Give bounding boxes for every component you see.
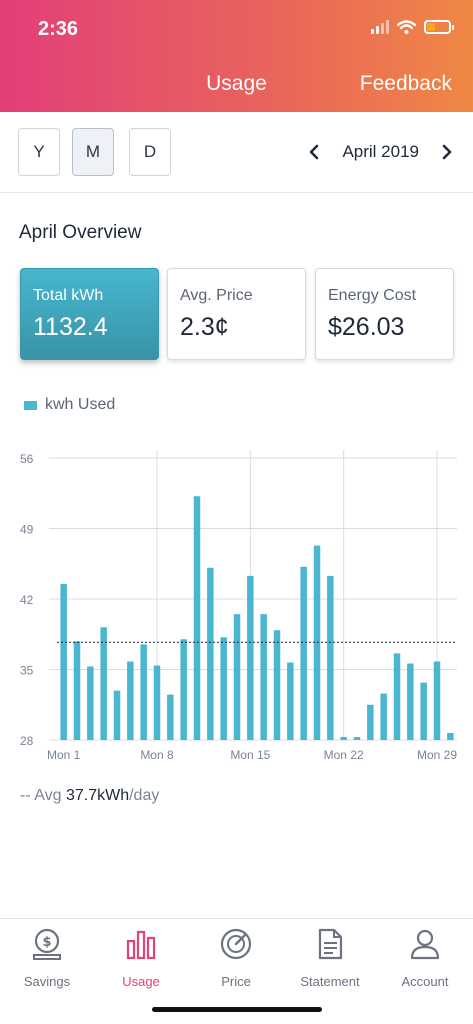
- bar: [313, 545, 321, 740]
- tab-bar: $ Savings Usage Price Statement: [0, 918, 473, 1024]
- avg-value: 37.7kWh: [65, 787, 130, 804]
- bar: [233, 614, 241, 740]
- y-tick-label: 56: [20, 452, 34, 466]
- avg-price-card[interactable]: Avg. Price 2.3¢: [167, 268, 306, 360]
- bar: [153, 665, 161, 740]
- usage-bar-chart: 28 35 42 49 56 Mon 1 Mon 8 Mon 15 Mon 22 Mon 29: [20, 450, 457, 762]
- legend-label: kwh Used: [45, 396, 116, 413]
- x-tick-label: Mon 15: [230, 748, 270, 762]
- tab-statement[interactable]: Statement: [285, 927, 375, 989]
- signal-icon: [371, 20, 389, 34]
- avg-prefix: -- Avg: [20, 787, 62, 804]
- period-year-button[interactable]: Y: [18, 128, 60, 176]
- bar: [393, 653, 401, 740]
- total-kwh-card[interactable]: Total kWh 1132.4: [20, 268, 159, 360]
- bar: [420, 682, 427, 740]
- bar: [340, 736, 347, 740]
- page-title: Usage: [206, 72, 267, 95]
- tab-label: Statement: [300, 974, 360, 989]
- month-label: April 2019: [342, 142, 419, 161]
- bar: [260, 614, 267, 740]
- period-month-button[interactable]: M: [72, 128, 114, 176]
- svg-text:$: $: [42, 935, 51, 950]
- average-summary: -- Avg 37.7kWh/day: [20, 787, 159, 805]
- statement-icon: [318, 928, 343, 960]
- bar: [367, 704, 374, 740]
- legend-swatch: [24, 400, 37, 410]
- tab-usage[interactable]: Usage: [96, 927, 186, 989]
- chart-legend: kwh Used: [24, 396, 115, 414]
- bar: [273, 630, 281, 740]
- card-label: Total kWh: [33, 287, 104, 304]
- card-value: $26.03: [328, 313, 405, 341]
- app-header: 2:36 Usage Feedback: [0, 0, 473, 112]
- x-tick-label: Mon 1: [47, 748, 81, 762]
- bar: [193, 496, 201, 740]
- status-icons: [371, 20, 454, 34]
- period-day-button[interactable]: D: [129, 128, 171, 176]
- bar: [380, 693, 387, 740]
- bar: [300, 566, 307, 740]
- chevron-right-icon[interactable]: [441, 140, 453, 164]
- overview-title: April Overview: [19, 222, 142, 243]
- bar: [207, 567, 214, 740]
- y-tick-label: 49: [20, 523, 34, 537]
- bar: [433, 661, 441, 740]
- bar: [60, 583, 67, 740]
- tab-label: Usage: [122, 974, 160, 989]
- tab-label: Account: [401, 974, 449, 989]
- bar: [180, 639, 187, 740]
- status-time: 2:36: [38, 18, 79, 40]
- y-tick-label: 35: [20, 664, 34, 678]
- bar: [327, 575, 334, 740]
- card-value: 2.3¢: [180, 313, 229, 341]
- chevron-left-icon[interactable]: [308, 140, 320, 164]
- tab-label: Price: [221, 974, 251, 989]
- bar: [447, 732, 454, 740]
- feedback-button[interactable]: Feedback: [359, 72, 452, 95]
- bar: [140, 644, 147, 740]
- price-icon: [220, 928, 252, 960]
- x-tick-label: Mon 8: [140, 748, 174, 762]
- bar: [353, 736, 361, 740]
- wifi-icon: [397, 20, 416, 34]
- energy-cost-card[interactable]: Energy Cost $26.03: [315, 268, 454, 360]
- bar: [73, 641, 81, 740]
- card-label: Energy Cost: [328, 287, 417, 304]
- card-label: Avg. Price: [180, 287, 253, 304]
- bar: [167, 694, 174, 740]
- usage-icon: [126, 930, 156, 960]
- savings-icon: $: [33, 928, 61, 960]
- tab-price[interactable]: Price: [191, 927, 281, 989]
- tab-label: Savings: [23, 974, 71, 989]
- home-indicator: [152, 1007, 322, 1012]
- avg-suffix: /day: [129, 787, 160, 804]
- y-tick-label: 28: [20, 734, 34, 748]
- bar: [407, 663, 414, 740]
- bar: [87, 666, 94, 740]
- bar: [127, 661, 134, 740]
- bar: [220, 637, 227, 740]
- tab-savings[interactable]: $ Savings: [2, 927, 92, 989]
- card-value: 1132.4: [33, 313, 108, 341]
- x-tick-label: Mon 22: [324, 748, 364, 762]
- y-tick-label: 42: [20, 593, 34, 607]
- divider: [0, 192, 473, 193]
- x-tick-label: Mon 29: [417, 748, 457, 762]
- battery-icon: [424, 20, 454, 34]
- month-navigator: April 2019: [308, 140, 453, 164]
- tab-account[interactable]: Account: [380, 927, 470, 989]
- bar: [100, 627, 107, 740]
- bar: [287, 662, 294, 740]
- bar: [113, 690, 121, 740]
- bar: [247, 575, 254, 740]
- account-icon: [410, 929, 440, 960]
